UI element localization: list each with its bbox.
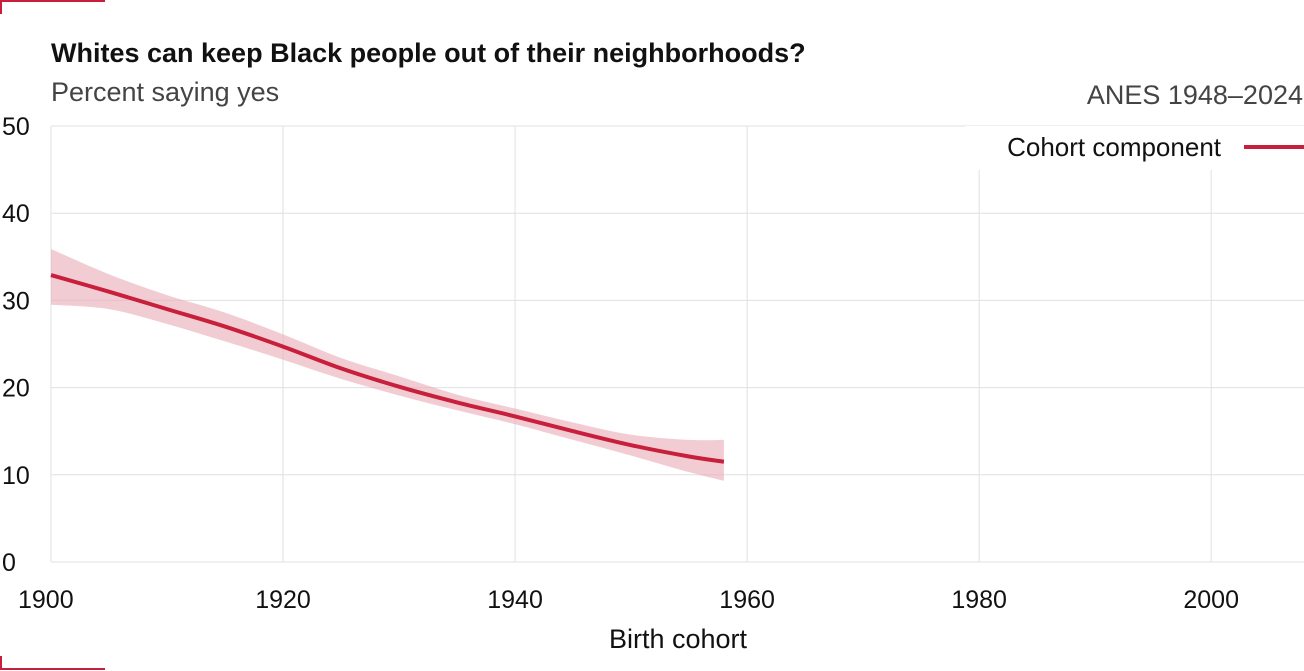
confidence-band-layer xyxy=(51,248,724,481)
legend: Cohort component xyxy=(965,126,1304,170)
chart-subtitle: Percent saying yes xyxy=(51,77,279,107)
y-tick-label: 0 xyxy=(2,549,16,577)
series-line-layer xyxy=(50,273,725,464)
series-line-cohort-component xyxy=(50,273,725,464)
frame-mark-top xyxy=(0,0,105,14)
y-tick-label: 20 xyxy=(2,375,30,403)
x-tick-label: 2000 xyxy=(1183,586,1239,614)
frame-mark-bottom xyxy=(0,656,105,670)
x-tick-label: 1920 xyxy=(255,586,311,614)
chart-title: Whites can keep Black people out of thei… xyxy=(51,38,806,68)
y-tick-label: 50 xyxy=(2,113,30,141)
grid xyxy=(50,125,1304,563)
confidence-band xyxy=(51,248,724,481)
y-tick-label: 10 xyxy=(2,462,30,490)
legend-label: Cohort component xyxy=(1007,132,1222,162)
y-tick-label: 30 xyxy=(2,287,30,315)
x-tick-label: 1940 xyxy=(487,586,543,614)
x-axis-title: Birth cohort xyxy=(609,624,748,654)
x-tick-label: 1900 xyxy=(18,586,74,614)
y-tick-label: 40 xyxy=(2,200,30,228)
x-tick-label: 1980 xyxy=(951,586,1007,614)
chart-source: ANES 1948–2024 xyxy=(1087,80,1303,110)
tick-labels: 0 10 20 30 40 50 1900 1920 1940 1960 1980 2000 xyxy=(2,113,1239,614)
x-tick-label: 1960 xyxy=(719,586,775,614)
